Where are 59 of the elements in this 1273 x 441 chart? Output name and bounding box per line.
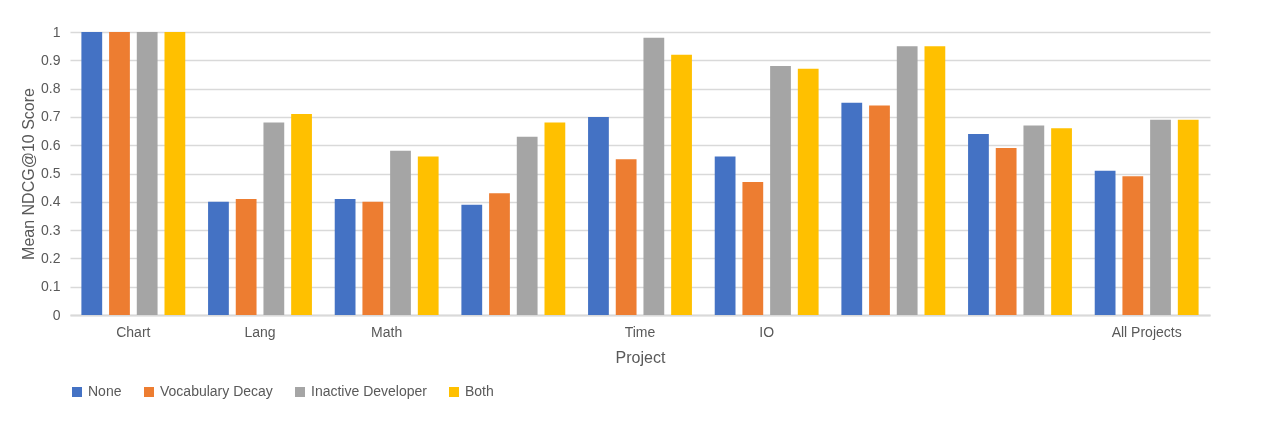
bar xyxy=(164,32,186,315)
bar xyxy=(1094,170,1116,315)
bar xyxy=(896,46,918,315)
bar xyxy=(615,159,637,315)
y-tick-label: 0.8 xyxy=(41,80,61,97)
y-tick-label: 0.9 xyxy=(41,51,61,68)
bar xyxy=(1023,125,1045,315)
bar xyxy=(417,156,439,315)
y-tick-label: 0.4 xyxy=(41,193,61,210)
bar xyxy=(841,102,863,315)
bar xyxy=(643,37,665,315)
y-tick-label: 0.3 xyxy=(41,221,61,238)
legend-label: Vocabulary Decay xyxy=(160,383,273,399)
bar xyxy=(671,54,692,315)
y-tick-label: 0 xyxy=(52,306,61,323)
bar xyxy=(516,136,538,315)
x-tick-label: All Projects xyxy=(1111,323,1182,340)
x-tick-label: Chart xyxy=(116,323,151,340)
bar xyxy=(869,105,890,315)
bar xyxy=(968,133,989,315)
bar xyxy=(263,122,285,315)
y-tick-label: 0.2 xyxy=(41,249,61,266)
bar xyxy=(235,198,257,315)
legend-label: None xyxy=(88,383,122,399)
y-tick-label: 0.1 xyxy=(41,278,61,295)
x-axis-title: Project xyxy=(615,348,666,366)
bar xyxy=(714,156,736,315)
bar xyxy=(1122,176,1144,315)
bar xyxy=(362,201,384,315)
x-tick-label: Lang xyxy=(244,323,276,340)
legend-label: Both xyxy=(465,383,494,399)
legend-label: Inactive Developer xyxy=(311,383,428,399)
bar xyxy=(588,116,609,315)
y-tick-label: 0.5 xyxy=(41,165,61,181)
bar xyxy=(995,148,1017,315)
bar xyxy=(291,114,312,315)
bar xyxy=(544,122,566,315)
x-tick-label: Time xyxy=(624,323,656,340)
bar xyxy=(390,150,411,315)
y-tick-label: 0.6 xyxy=(41,136,61,153)
x-tick-label: Math xyxy=(371,323,403,340)
bar xyxy=(924,46,946,315)
y-tick-label: 1 xyxy=(52,23,61,40)
x-tick-label: IO xyxy=(759,323,775,340)
bar xyxy=(334,198,356,315)
bar xyxy=(1051,128,1072,315)
y-tick-label: 0.7 xyxy=(41,108,61,125)
bar xyxy=(770,65,791,315)
bar xyxy=(461,204,483,315)
bar xyxy=(1177,119,1199,315)
y-axis-title: Mean NDCG@10 Score xyxy=(20,87,38,260)
bar xyxy=(81,32,103,315)
bar xyxy=(109,32,130,315)
bar xyxy=(1150,119,1171,315)
bar xyxy=(489,193,510,315)
bar xyxy=(136,32,158,315)
bar xyxy=(742,181,764,315)
bar xyxy=(208,201,229,315)
bar xyxy=(797,68,819,315)
